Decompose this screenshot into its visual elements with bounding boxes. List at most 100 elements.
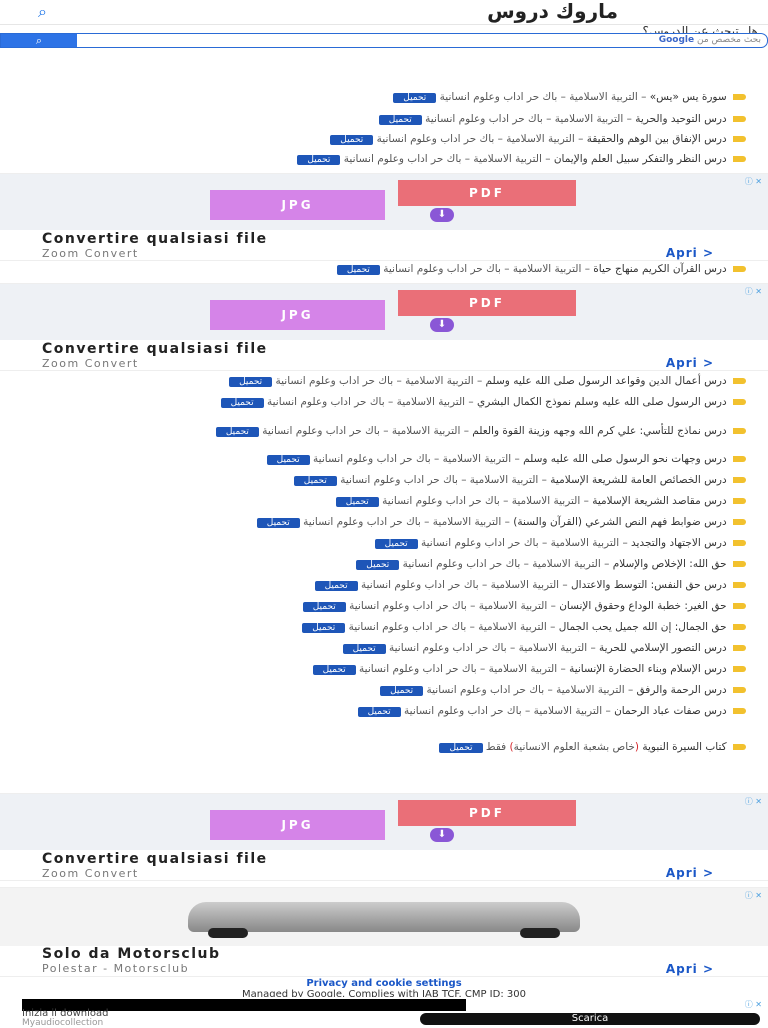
download-button[interactable]: تحميل	[336, 265, 380, 275]
list-item: درس حق النفس: التوسط والاعتدال – التربية…	[26, 578, 746, 592]
ad-image[interactable]: JPG PDF ⬇	[0, 284, 768, 340]
list-item: درس وجهات نحو الرسول صلى الله عليه وسلم …	[26, 452, 746, 466]
adchoices-icon[interactable]: ⓘ ✕	[744, 891, 762, 900]
search-bar[interactable]: ⌕ بحث مخصص من Google	[0, 33, 768, 48]
lesson-title[interactable]: درس الاجتهاد والتجديد	[631, 537, 727, 549]
lesson-title[interactable]: درس أعمال الدين وقواعد الرسول صلى الله ع…	[485, 375, 727, 387]
adchoices-icon[interactable]: ⓘ ✕	[744, 177, 762, 186]
adchoices-icon[interactable]: ⓘ ✕	[744, 1000, 762, 1009]
lesson-meta: – التربية الاسلامية – باك حر اداب وعلوم …	[404, 705, 611, 717]
search-button[interactable]: ⌕	[1, 34, 77, 47]
download-button[interactable]: تحميل	[302, 602, 346, 612]
ad-image[interactable]: JPG PDF ⬇	[0, 174, 768, 230]
ad-image[interactable]: JPG PDF ⬇	[0, 794, 768, 850]
lesson-title[interactable]: حق الجمال: إن الله جميل يحب الجمال	[558, 621, 727, 633]
download-button[interactable]: تحميل	[335, 497, 379, 507]
ad-advertiser: Myaudiocollection	[22, 1018, 104, 1028]
lesson-title[interactable]: درس وجهات نحو الرسول صلى الله عليه وسلم	[523, 453, 727, 465]
lesson-title[interactable]: درس التصور الإسلامي للحرية	[599, 642, 727, 654]
pdf-file-icon: PDF	[398, 800, 576, 826]
adchoices-icon[interactable]: ⓘ ✕	[744, 287, 762, 296]
download-ad-button[interactable]: Scarica	[420, 1013, 760, 1025]
arrow-icon	[733, 399, 746, 405]
download-button[interactable]: تحميل	[439, 743, 483, 753]
arrow-down-icon: ⬇	[430, 318, 454, 332]
book-title[interactable]: كتاب السيرة النبوية	[642, 741, 727, 753]
lesson-title[interactable]: حق الله: الإخلاص والإسلام	[612, 558, 727, 570]
search-placeholder: بحث مخصص من	[696, 35, 761, 45]
ad-open-button[interactable]: Apri >	[665, 962, 714, 976]
lesson-title[interactable]: درس النظر والتفكر سبيل العلم والإيمان	[553, 153, 727, 165]
download-button[interactable]: تحميل	[256, 518, 300, 528]
lesson-meta: – التربية الاسلامية – باك حر اداب وعلوم …	[426, 684, 634, 696]
download-button[interactable]: تحميل	[342, 644, 386, 654]
ad-open-button[interactable]: Apri >	[665, 356, 714, 370]
download-button[interactable]: تحميل	[302, 623, 346, 633]
privacy-settings-link[interactable]: Privacy and cookie settings	[306, 978, 462, 989]
download-button[interactable]: تحميل	[293, 476, 337, 486]
ad-banner[interactable]: ⓘ ✕ Solo da Motorsclub Polestar - Motors…	[0, 887, 768, 977]
list-item: درس النظر والتفكر سبيل العلم والإيمان – …	[26, 152, 746, 166]
bottom-ad[interactable]: ⓘ ✕ Inizia il download Myaudiocollection…	[0, 997, 768, 1028]
lesson-title[interactable]: درس الرحمة والرفق	[636, 684, 727, 696]
site-title[interactable]: ماروك دروس	[487, 0, 618, 23]
download-button[interactable]: تحميل	[314, 581, 358, 591]
download-button[interactable]: تحميل	[378, 115, 422, 125]
lesson-title[interactable]: درس الإنفاق بين الوهم والحقيقة	[586, 133, 727, 145]
lesson-title[interactable]: حق الغير: خطبة الوداع وحقوق الإنسان	[559, 600, 727, 612]
download-button[interactable]: تحميل	[220, 398, 264, 408]
download-button[interactable]: تحميل	[266, 455, 310, 465]
lesson-meta: – التربية الاسلامية – باك حر اداب وعلوم …	[420, 537, 628, 549]
download-button[interactable]: تحميل	[215, 427, 259, 437]
ad-title[interactable]: Solo da Motorsclub	[42, 946, 221, 962]
arrow-icon	[733, 498, 746, 504]
download-button[interactable]: تحميل	[374, 539, 418, 549]
book-suffix: فقط	[485, 741, 507, 753]
lesson-title[interactable]: درس حق النفس: التوسط والاعتدال	[571, 579, 727, 591]
lesson-title[interactable]: درس التوحيد والحرية	[635, 113, 727, 125]
lesson-title[interactable]: درس مقاصد الشريعة الإسلامية	[592, 495, 727, 507]
adchoices-icon[interactable]: ⓘ ✕	[744, 797, 762, 806]
arrow-down-icon: ⬇	[430, 828, 454, 842]
ad-title[interactable]: Inizia il download	[22, 1008, 109, 1019]
ad-banner[interactable]: JPG PDF ⬇ ⓘ ✕ Convertire qualsiasi file …	[0, 793, 768, 881]
lesson-title[interactable]: درس الرسول صلى الله عليه وسلم نموذج الكم…	[477, 396, 727, 408]
top-bar: ⌕ ماروك دروس	[0, 0, 768, 25]
book-note-open: (	[634, 741, 639, 753]
download-button[interactable]: تحميل	[393, 93, 437, 103]
ad-open-button[interactable]: Apri >	[665, 246, 714, 260]
book-note: خاص بشعبة العلوم الانسانية	[513, 741, 635, 753]
lesson-title[interactable]: درس نماذج للتأسي: علي كرم الله وجهه وزين…	[472, 425, 727, 437]
download-button[interactable]: تحميل	[312, 665, 356, 675]
ad-banner[interactable]: JPG PDF ⬇ ⓘ ✕ Convertire qualsiasi file …	[0, 173, 768, 261]
jpg-file-icon: JPG	[210, 300, 385, 330]
lesson-title[interactable]: درس القرآن الكريم منهاج حياة	[593, 263, 727, 275]
lesson-title[interactable]: درس ضوابط فهم النص الشرعي (القرآن والسنة…	[513, 516, 727, 528]
search-icon[interactable]: ⌕	[38, 2, 47, 21]
lesson-title[interactable]: درس الإسلام وبناء الحضارة الإنسانية	[569, 663, 727, 675]
ad-banner[interactable]: JPG PDF ⬇ ⓘ ✕ Convertire qualsiasi file …	[0, 283, 768, 371]
lesson-title[interactable]: سورة يس «يس»	[649, 91, 727, 103]
lesson-title[interactable]: درس الخصائص العامة للشريعة الإسلامية	[550, 474, 727, 486]
list-item: سورة يس «يس» – التربية الاسلامية – باك ح…	[26, 90, 746, 104]
ad-advertiser: Zoom Convert	[42, 247, 139, 260]
list-item: درس الخصائص العامة للشريعة الإسلامية – ا…	[26, 473, 746, 487]
arrow-icon	[733, 519, 746, 525]
download-button[interactable]: تحميل	[356, 560, 400, 570]
arrow-icon	[733, 603, 746, 609]
arrow-icon	[733, 645, 746, 651]
ad-title[interactable]: Convertire qualsiasi file	[42, 851, 268, 867]
download-button[interactable]: تحميل	[330, 135, 374, 145]
download-button[interactable]: تحميل	[297, 155, 341, 165]
search-input[interactable]: بحث مخصص من Google	[655, 34, 761, 47]
lesson-meta: – التربية الاسلامية – باك حر اداب وعلوم …	[402, 558, 610, 570]
lesson-title[interactable]: درس صفات عباد الرحمان	[614, 705, 727, 717]
ad-title[interactable]: Convertire qualsiasi file	[42, 231, 268, 247]
download-button[interactable]: تحميل	[357, 707, 401, 717]
ad-title[interactable]: Convertire qualsiasi file	[42, 341, 268, 357]
arrow-icon	[733, 582, 746, 588]
ad-open-button[interactable]: Apri >	[665, 866, 714, 880]
download-button[interactable]: تحميل	[229, 377, 273, 387]
ad-image[interactable]	[0, 888, 768, 946]
download-button[interactable]: تحميل	[380, 686, 424, 696]
